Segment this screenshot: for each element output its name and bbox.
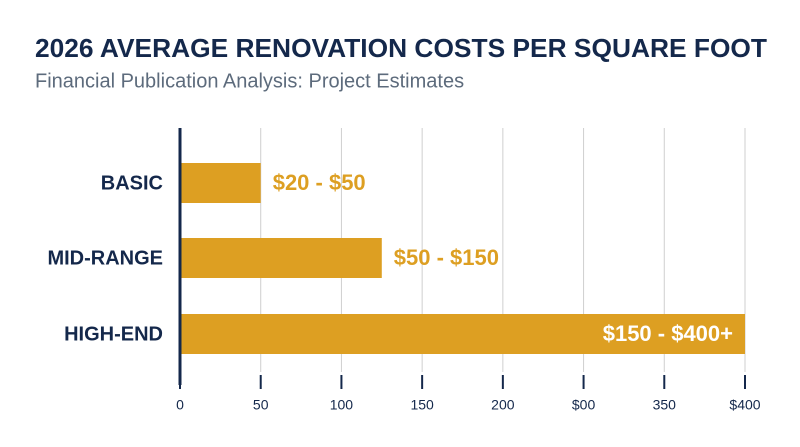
bar [180, 314, 745, 354]
chart-subtitle: Financial Publication Analysis: Project … [35, 70, 464, 92]
x-tick-label: $00 [572, 397, 596, 413]
x-tick-label: 0 [176, 397, 184, 413]
chart-title: 2026 AVERAGE RENOVATION COSTS PER SQUARE… [35, 33, 767, 63]
y-tick-label: HIGH-END [64, 323, 163, 345]
bar [180, 238, 382, 278]
x-tick-label: 50 [253, 397, 269, 413]
value-label: $150 - $400+ [603, 321, 733, 346]
x-tick-label: $400 [729, 397, 760, 413]
value-label: $20 - $50 [273, 170, 366, 195]
value-label: $50 - $150 [394, 245, 499, 270]
x-tick-label: 200 [491, 397, 515, 413]
x-tick-label: 150 [410, 397, 434, 413]
y-tick-label: BASIC [101, 172, 163, 194]
x-tick-label: 100 [330, 397, 354, 413]
bar [180, 163, 261, 203]
y-tick-label: MID-RANGE [47, 247, 163, 269]
x-tick-label: 350 [653, 397, 677, 413]
